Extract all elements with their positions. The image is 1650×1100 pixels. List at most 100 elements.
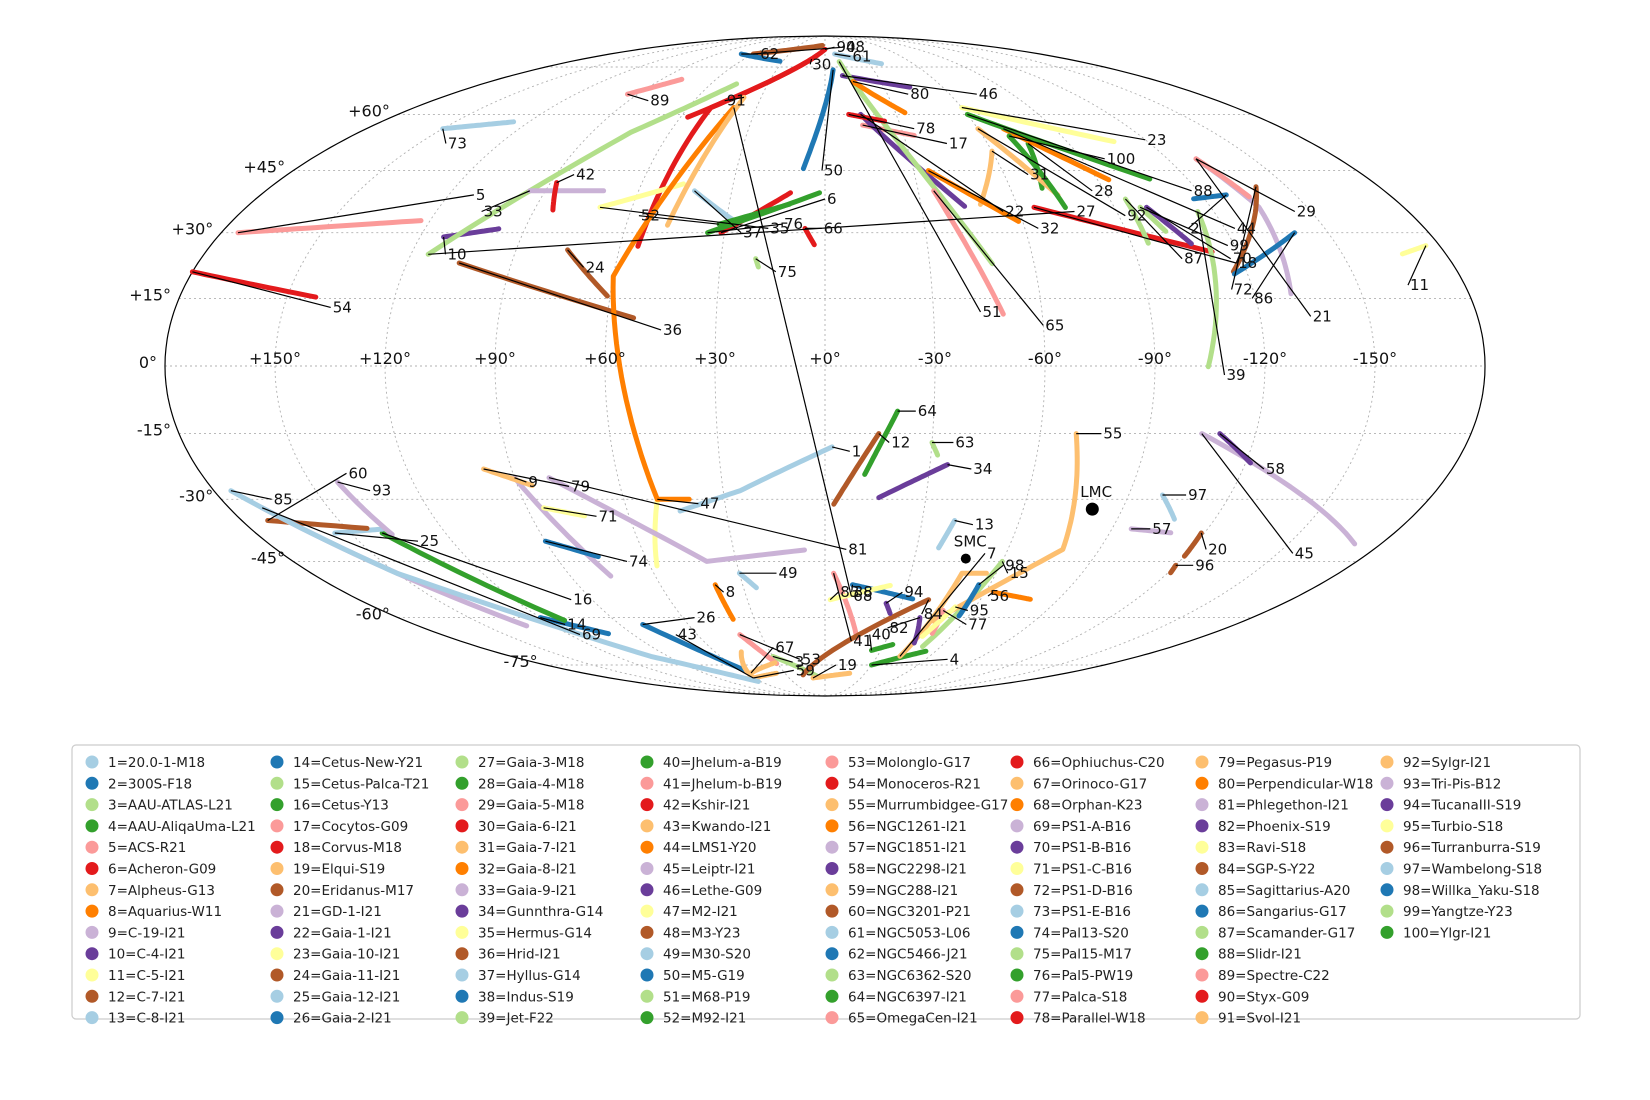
lon-tick-label: -90° — [1138, 349, 1172, 368]
stream-leader-26 — [642, 617, 695, 626]
stream-label-86: 86 — [1254, 289, 1273, 307]
legend-swatch-35 — [455, 925, 469, 939]
stream-label-51: 51 — [983, 303, 1002, 321]
stream-label-88: 88 — [1194, 182, 1213, 200]
stream-track-90 — [685, 46, 828, 120]
stream-track-12 — [831, 431, 882, 507]
lon-tick-label: +150° — [249, 349, 301, 368]
legend-swatch-50 — [640, 968, 654, 982]
lat-tick-label: +15° — [129, 285, 171, 304]
stream-leader-3 — [772, 655, 793, 663]
legend-swatch-49 — [640, 947, 654, 961]
stream-track-91 — [665, 94, 747, 228]
stream-track-44 — [1000, 126, 1112, 183]
stream-label-79: 79 — [571, 477, 590, 495]
stream-leader-86 — [1251, 232, 1296, 299]
legend-entry-96: 96=Turranburra-S19 — [1403, 840, 1541, 856]
stream-leader-75 — [755, 258, 777, 273]
stream-label-71: 71 — [599, 507, 618, 525]
stream-label-45: 45 — [1295, 544, 1314, 562]
stream-leader-80 — [852, 81, 909, 95]
stream-label-13: 13 — [975, 516, 994, 534]
stream-label-67: 67 — [775, 638, 794, 656]
legend-entry-89: 89=Spectre-C22 — [1218, 968, 1330, 984]
stream-leader-45 — [1201, 433, 1294, 554]
legend-swatch-11 — [85, 968, 99, 982]
stream-leader-31 — [991, 150, 1029, 176]
legend-swatch-54 — [825, 776, 839, 790]
stream-label-30: 30 — [812, 55, 831, 73]
legend-swatch-40 — [640, 755, 654, 769]
legend-swatch-56 — [825, 819, 839, 833]
stream-label-36: 36 — [663, 321, 682, 339]
stream-leader-78 — [848, 113, 915, 130]
legend-entry-4: 4=AAU-AliqaUma-L21 — [108, 819, 256, 835]
stream-leader-61 — [834, 53, 851, 58]
stream-label-7: 7 — [987, 544, 997, 562]
stream-label-23: 23 — [1147, 131, 1166, 149]
legend-entry-86: 86=Sangarius-G17 — [1218, 904, 1347, 920]
stream-label-100: 100 — [1107, 150, 1136, 168]
legend-swatch-96 — [1380, 840, 1394, 854]
stream-track-96 — [1168, 562, 1179, 576]
stream-leader-76 — [707, 223, 783, 234]
stream-label-96: 96 — [1195, 556, 1214, 574]
stream-label-93: 93 — [372, 482, 391, 500]
legend-swatch-57 — [825, 840, 839, 854]
stream-leader-34 — [947, 464, 972, 470]
legend-entry-61: 61=NGC5053-L06 — [848, 925, 970, 941]
stream-leader-46 — [842, 75, 977, 95]
legend-swatch-22 — [270, 925, 284, 939]
stream-leader-84 — [921, 599, 930, 615]
legend-entry-65: 65=OmegaCen-I21 — [848, 1011, 978, 1027]
stream-track-50 — [800, 67, 836, 172]
legend-swatch-80 — [1195, 776, 1209, 790]
legend-entry-14: 14=Cetus-New-Y21 — [293, 755, 423, 771]
legend-entry-99: 99=Yangtze-Y23 — [1403, 904, 1513, 920]
legend-swatch-60 — [825, 904, 839, 918]
legend-swatch-83 — [1195, 840, 1209, 854]
legend-entry-50: 50=M5-G19 — [663, 968, 745, 984]
legend-swatch-44 — [640, 840, 654, 854]
legend-entry-28: 28=Gaia-4-M18 — [478, 776, 584, 792]
stream-track-51 — [836, 59, 995, 267]
stream-leader-100 — [1008, 135, 1105, 160]
stream-leader-68 — [733, 107, 852, 597]
stream-leader-18 — [1033, 206, 1237, 264]
stream-track-27 — [425, 81, 740, 257]
stream-leader-99 — [1139, 206, 1229, 247]
stream-label-50: 50 — [824, 162, 843, 180]
legend-entry-81: 81=Phlegethon-I21 — [1218, 798, 1349, 814]
stream-track-89 — [625, 76, 685, 97]
stream-track-94 — [883, 600, 893, 616]
legend-entry-17: 17=Cocytos-G09 — [293, 819, 408, 835]
stream-label-29: 29 — [1297, 203, 1316, 221]
stream-leader-69 — [261, 507, 581, 636]
stream-leader-89 — [627, 93, 649, 102]
legend-swatch-89 — [1195, 968, 1209, 982]
legend-entry-48: 48=M3-Y23 — [663, 925, 740, 941]
legend-swatch-52 — [640, 1011, 654, 1025]
stream-track-5 — [235, 218, 424, 236]
stream-track-98 — [956, 582, 982, 619]
stream-label-52: 52 — [641, 207, 660, 225]
legend-entry-93: 93=Tri-Pis-B12 — [1403, 776, 1501, 792]
stream-track-1 — [677, 444, 835, 514]
stream-leader-54 — [192, 271, 331, 308]
legend-entry-15: 15=Cetus-Palca-T21 — [293, 776, 429, 792]
legend-swatch-71 — [1010, 862, 1024, 875]
stream-track-65 — [931, 188, 1006, 317]
stream-leader-36 — [459, 262, 662, 331]
stream-track-40 — [869, 642, 896, 653]
stream-label-3: 3 — [795, 653, 805, 671]
lon-tick-label: -150° — [1353, 349, 1397, 368]
stream-label-99: 99 — [1230, 237, 1249, 255]
stream-leader-42 — [556, 174, 575, 184]
stream-label-72: 72 — [1234, 281, 1253, 299]
legend-swatch-51 — [640, 989, 654, 1003]
stream-leader-93 — [337, 481, 371, 492]
legend-entry-49: 49=M30-S20 — [663, 947, 751, 963]
stream-label-9: 9 — [528, 473, 538, 491]
legend-swatch-32 — [455, 862, 469, 875]
stream-label-62: 62 — [760, 45, 779, 63]
